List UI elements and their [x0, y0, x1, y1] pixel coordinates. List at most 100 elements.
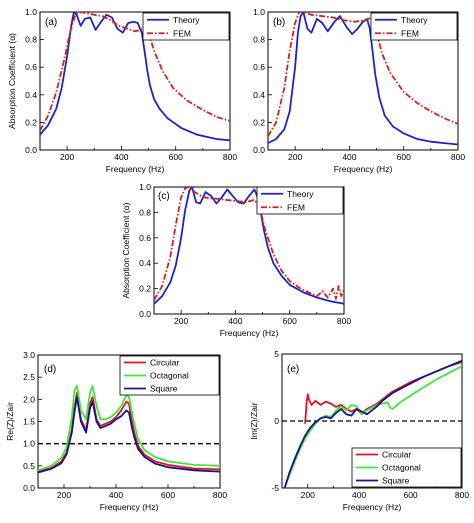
legend: Theory FEM — [256, 186, 344, 215]
x-tick-label: 800 — [223, 152, 237, 162]
x-tick-label: 400 — [114, 152, 128, 162]
y-tick-label: 0.0 — [23, 483, 35, 493]
panel-d: 200 400 600 800 0.0 0.5 1.0 1.5 2.0 2.5 3.0 Frequen… — [5, 350, 227, 512]
panel-c: 200 400 600 800 0.0 0.2 0.4 0.6 0.8 1.0 Frequency … — [121, 182, 351, 338]
y-tick-label: 3.0 — [23, 350, 35, 360]
y-tick-label: 5 — [274, 349, 279, 359]
y-tick-label: 1.0 — [25, 7, 37, 17]
y-tick-label: 0.8 — [139, 207, 151, 217]
y-tick-label: 0.2 — [253, 117, 265, 127]
series-line-octagonal — [283, 365, 462, 488]
x-tick-label: 400 — [342, 152, 356, 162]
series-group — [38, 385, 220, 474]
legend-label-circular: Circular — [150, 358, 179, 368]
x-tick-label: 200 — [288, 152, 302, 162]
x-tick-label: 600 — [169, 152, 183, 162]
plot-frame — [153, 186, 345, 315]
series-line-theory — [268, 12, 458, 146]
legend-box — [370, 12, 458, 41]
y-axis-label: Re(Z)/Zair — [5, 402, 15, 441]
plot-frame — [267, 11, 459, 151]
x-tick-label: 800 — [213, 490, 227, 500]
y-tick-label: 1.0 — [253, 7, 265, 17]
x-tick-label: 600 — [283, 316, 297, 326]
x-tick-label: 400 — [352, 490, 366, 500]
x-tick-label: 600 — [161, 490, 175, 500]
y-tick-label: 0.6 — [253, 62, 265, 72]
x-axis-label: Frequency (Hz) — [220, 328, 279, 338]
series-line-square — [283, 359, 462, 488]
y-tick-label: 0.6 — [25, 62, 37, 72]
legend: Theory FEM — [370, 12, 458, 41]
y-tick-label: -5 — [271, 483, 279, 493]
x-tick-label: 200 — [57, 490, 71, 500]
y-tick-label: 0.2 — [25, 117, 37, 127]
legend-label-circular: Circular — [382, 450, 411, 460]
x-axis-label: Frequency (Hz) — [343, 502, 402, 512]
x-axis-label: Frequency (Hz) — [106, 164, 165, 174]
series-line-circular — [38, 391, 220, 473]
legend: Circular Octagonal Square — [351, 447, 462, 488]
x-tick-label: 600 — [403, 490, 417, 500]
x-tick-label: 600 — [397, 152, 411, 162]
x-tick-label: 200 — [60, 152, 74, 162]
y-tick-label: 0.2 — [139, 284, 151, 294]
legend-label-theory: Theory — [287, 189, 314, 199]
y-axis-label: Absorption Coefficient (α) — [7, 33, 17, 129]
series-line-fem — [40, 12, 230, 132]
panel-e: 200 400 600 800 -5 0 5 Frequency (Hz) Im(Z)/Zair… — [249, 349, 469, 512]
legend-label-theory: Theory — [401, 15, 428, 25]
panel-label: (b) — [273, 17, 285, 28]
x-axis-label: Frequency (Hz) — [100, 502, 159, 512]
y-axis-label: Im(Z)/Zair — [249, 402, 259, 439]
y-tick-label: 0.4 — [25, 90, 37, 100]
series-line-theory — [154, 187, 344, 305]
panel-label: (a) — [45, 17, 57, 28]
plot-frame — [39, 11, 231, 151]
panel-label: (d) — [44, 364, 56, 375]
y-tick-label: 0.4 — [139, 258, 151, 268]
series-group — [40, 12, 230, 142]
y-tick-label: 0.0 — [139, 309, 151, 319]
legend-label-octagonal: Octagonal — [382, 463, 421, 473]
x-tick-label: 200 — [301, 490, 315, 500]
legend-label-fem: FEM — [401, 28, 419, 38]
x-tick-label: 400 — [109, 490, 123, 500]
x-tick-label: 800 — [451, 152, 465, 162]
series-line-theory — [40, 12, 230, 142]
legend-label-square: Square — [150, 384, 178, 394]
y-tick-label: 0.5 — [23, 461, 35, 471]
series-line-square — [38, 396, 220, 474]
y-tick-label: 2.0 — [23, 394, 35, 404]
x-axis-label: Frequency (Hz) — [334, 164, 393, 174]
y-tick-label: 0.6 — [139, 233, 151, 243]
panel-label: (e) — [287, 364, 299, 375]
y-tick-label: 1.0 — [23, 439, 35, 449]
y-tick-label: 1.0 — [139, 182, 151, 192]
legend-label-square: Square — [382, 476, 410, 486]
y-tick-label: 2.5 — [23, 372, 35, 382]
legend-label-theory: Theory — [173, 15, 200, 25]
x-tick-label: 400 — [228, 316, 242, 326]
legend: Circular Octagonal Square — [119, 355, 220, 396]
series-group — [283, 359, 462, 488]
panel-b: 200 400 600 800 0.0 0.2 0.4 0.6 0.8 1.0 Frequency … — [253, 7, 465, 174]
y-axis-label: Absorption Coefficient (α) — [121, 202, 131, 298]
y-tick-label: 0.4 — [253, 90, 265, 100]
legend-box — [256, 186, 344, 215]
x-tick-label: 800 — [455, 490, 469, 500]
legend-label-fem: FEM — [287, 202, 305, 212]
y-tick-label: 0.8 — [253, 35, 265, 45]
y-tick-label: 0.0 — [25, 145, 37, 155]
panel-label: (c) — [158, 191, 170, 202]
x-tick-label: 200 — [174, 316, 188, 326]
legend-label-octagonal: Octagonal — [150, 371, 189, 381]
x-tick-label: 800 — [337, 316, 351, 326]
y-tick-label: 1.5 — [23, 417, 35, 427]
legend-box — [142, 12, 230, 41]
y-tick-label: 0.8 — [25, 35, 37, 45]
y-tick-label: 0 — [274, 416, 279, 426]
y-tick-label: 0.0 — [253, 145, 265, 155]
legend-label-fem: FEM — [173, 28, 191, 38]
